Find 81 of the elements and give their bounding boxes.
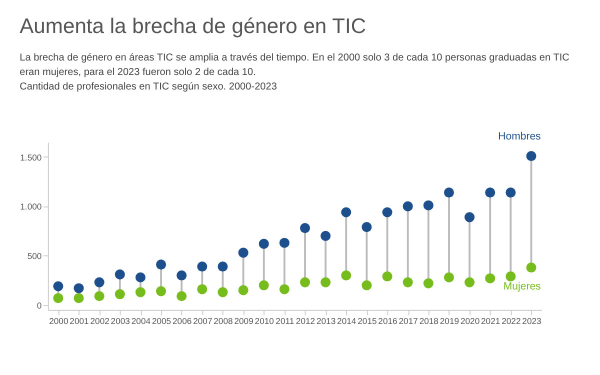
x-tick-label: 2014 (337, 316, 356, 326)
point (526, 151, 536, 162)
point (114, 269, 125, 280)
x-tick-label: 2018 (419, 316, 439, 326)
point (74, 293, 84, 304)
point (135, 272, 146, 282)
chart-subtitle: La brecha de género en áreas TIC se amplia a través del tiempo. En el 2000 solo 3 de cada 10 personas graduadas en TIC eran mujeres, para el 2023 fueron solo 2 de cada 10. (20, 52, 570, 78)
point (279, 238, 290, 248)
series-label: Mujeres (503, 280, 541, 293)
y-tick-label: 500 (27, 251, 42, 262)
point (53, 281, 64, 292)
x-tick-label: 2003 (110, 316, 130, 326)
x-tick-label: 2005 (152, 316, 172, 326)
y-tick-label: 0 (36, 300, 42, 310)
x-tick-label: 2016 (378, 316, 398, 326)
series-label: Hombres (498, 130, 541, 143)
x-tick-label: 2021 (481, 316, 500, 326)
x-tick-label: 2013 (316, 316, 336, 326)
point (464, 277, 475, 288)
y-tick-label: 1.000 (20, 202, 42, 212)
point (197, 262, 208, 272)
point (362, 280, 372, 290)
point (176, 291, 187, 302)
x-tick-label: 2017 (398, 316, 418, 326)
point (218, 262, 228, 272)
point (258, 238, 269, 249)
point (197, 284, 208, 294)
x-tick-label: 2022 (502, 316, 521, 326)
point (444, 188, 454, 198)
point (238, 285, 248, 296)
x-tick-label: 2000 (49, 316, 68, 326)
point (94, 291, 104, 302)
point (279, 284, 290, 294)
x-tick-label: 2004 (131, 316, 151, 326)
point (485, 188, 496, 198)
point (362, 222, 372, 232)
point (156, 260, 166, 270)
point (402, 201, 413, 212)
point (53, 293, 64, 304)
x-tick-label: 2019 (440, 316, 460, 326)
x-tick-label: 2002 (90, 316, 110, 326)
point (258, 280, 269, 290)
point (238, 248, 248, 258)
x-tick-label: 2011 (276, 316, 294, 326)
point (464, 212, 475, 222)
point (526, 262, 536, 273)
x-tick-label: 2015 (358, 316, 377, 326)
point (320, 230, 331, 241)
point (506, 271, 516, 282)
point (423, 278, 434, 288)
point (485, 273, 496, 284)
x-tick-label: 2008 (214, 316, 234, 326)
x-tick-label: 2006 (172, 316, 192, 326)
text: Cantidad de profesionales en TIC según sexo. 2000-2023 (20, 81, 278, 92)
x-tick-label: 2009 (234, 316, 254, 326)
point (218, 287, 228, 298)
point (423, 200, 434, 210)
x-tick-label: 2007 (193, 316, 212, 326)
point (74, 283, 84, 294)
point (176, 270, 187, 280)
point (156, 286, 166, 296)
y-tick-label: 1.500 (20, 152, 42, 162)
point (135, 287, 146, 298)
point (300, 277, 310, 288)
point (114, 289, 125, 300)
x-tick-label: 2012 (296, 316, 316, 326)
point (94, 277, 104, 288)
x-tick-label: 2001 (70, 316, 90, 326)
point (382, 271, 392, 282)
point (341, 270, 352, 280)
point (382, 207, 392, 218)
x-tick-label: 2010 (254, 316, 274, 326)
chart-title: Aumenta la brecha de género en TIC (20, 14, 366, 38)
point (341, 207, 352, 218)
x-tick-label: 2020 (460, 316, 480, 326)
point (506, 188, 516, 198)
point (444, 272, 454, 282)
point (320, 277, 331, 288)
point (300, 223, 310, 234)
x-tick-label: 2023 (522, 316, 542, 326)
point (402, 277, 413, 288)
